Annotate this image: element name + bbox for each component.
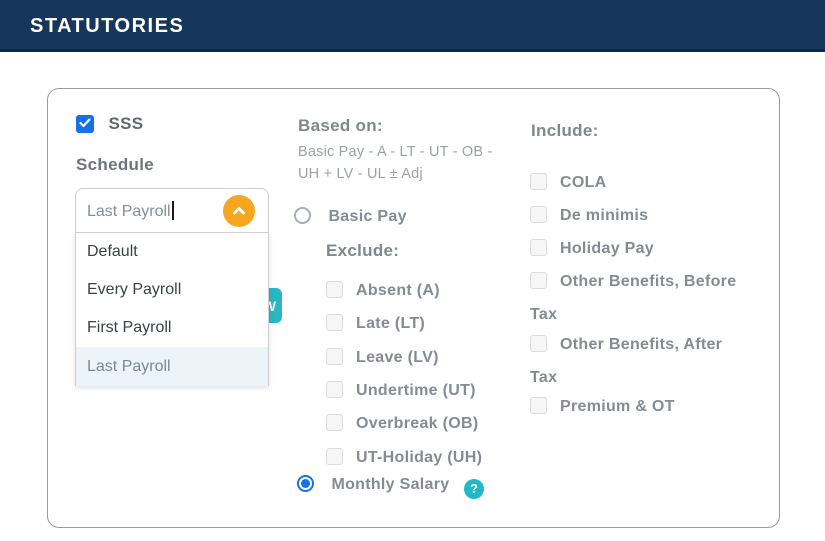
basic-pay-label: Basic Pay <box>328 208 407 225</box>
include-item-other-benefits-before-tax[interactable]: Other Benefits, Before Tax <box>530 265 748 331</box>
include-heading: Include: <box>531 121 599 140</box>
holiday-pay-label: Holiday Pay <box>560 240 655 257</box>
other-benefits-after-tax-checkbox[interactable] <box>530 335 547 352</box>
include-item-premium-ot[interactable]: Premium & OT <box>530 390 748 423</box>
sss-checkbox-row[interactable]: SSS <box>76 114 143 134</box>
monthly-salary-radio-row[interactable]: Monthly Salary ? <box>297 475 484 499</box>
monthly-salary-radio-selected[interactable] <box>297 475 314 492</box>
other-benefits-before-tax-checkbox[interactable] <box>530 272 547 289</box>
exclude-item-leave[interactable]: Leave (LV) <box>326 341 544 374</box>
other-benefits-after-tax-label: Other Benefits, After Tax <box>530 336 723 386</box>
undertime-checkbox[interactable] <box>326 381 343 398</box>
include-item-cola[interactable]: COLA <box>530 166 748 199</box>
dropdown-option-last-payroll[interactable]: Last Payroll <box>76 347 268 386</box>
schedule-label: Schedule <box>76 155 154 174</box>
based-on-formula: Basic Pay - A - LT - UT - OB - UH + LV -… <box>298 141 518 185</box>
late-label: Late (LT) <box>356 315 426 332</box>
question-help-icon[interactable]: ? <box>463 479 484 499</box>
monthly-salary-label: Monthly Salary <box>331 476 450 493</box>
ut-holiday-checkbox[interactable] <box>326 448 343 465</box>
absent-label: Absent (A) <box>356 282 440 299</box>
de-minimis-checkbox[interactable] <box>530 206 547 223</box>
cola-checkbox[interactable] <box>530 173 547 190</box>
basic-pay-radio-row[interactable]: Basic Pay <box>294 207 407 229</box>
late-checkbox[interactable] <box>326 314 343 331</box>
include-item-de-minimis[interactable]: De minimis <box>530 199 748 232</box>
premium-ot-label: Premium & OT <box>560 398 675 415</box>
exclude-item-overbreak[interactable]: Overbreak (OB) <box>326 407 544 440</box>
exclude-item-undertime[interactable]: Undertime (UT) <box>326 374 544 407</box>
schedule-combobox[interactable]: Last Payroll <box>75 188 269 233</box>
text-caret <box>171 201 174 220</box>
exclude-item-absent[interactable]: Absent (A) <box>326 274 544 307</box>
ut-holiday-label: UT-Holiday (UH) <box>356 449 483 466</box>
formula-line-2: UH + LV - UL ± Adj <box>298 166 423 182</box>
dropdown-option-first-payroll[interactable]: First Payroll <box>87 319 172 336</box>
sss-checkbox-checked[interactable] <box>76 115 94 133</box>
leave-label: Leave (LV) <box>356 349 439 366</box>
based-on-heading: Based on: <box>298 116 383 135</box>
dropdown-collapse-button[interactable] <box>223 195 255 227</box>
holiday-pay-checkbox[interactable] <box>530 239 547 256</box>
include-item-holiday-pay[interactable]: Holiday Pay <box>530 232 748 265</box>
absent-checkbox[interactable] <box>326 281 343 298</box>
leave-checkbox[interactable] <box>326 348 343 365</box>
premium-ot-checkbox[interactable] <box>530 397 547 414</box>
schedule-dropdown-list: Default Every Payroll First Payroll Last… <box>75 233 269 386</box>
exclude-heading: Exclude: <box>326 241 400 260</box>
schedule-input-value[interactable]: Last Payroll <box>87 201 174 221</box>
chevron-up-icon <box>233 207 245 215</box>
page-title: STATUTORIES <box>30 15 185 37</box>
basic-pay-radio-unselected[interactable] <box>294 207 311 224</box>
dropdown-option-every-payroll[interactable]: Every Payroll <box>87 281 182 298</box>
formula-line-1: Basic Pay - A - LT - UT - OB - <box>298 144 493 160</box>
undertime-label: Undertime (UT) <box>356 382 476 399</box>
exclude-item-late[interactable]: Late (LT) <box>326 307 544 340</box>
other-benefits-before-tax-label: Other Benefits, Before Tax <box>530 273 737 323</box>
exclude-item-ut-holiday[interactable]: UT-Holiday (UH) <box>326 441 544 474</box>
cola-label: COLA <box>560 174 607 191</box>
overbreak-label: Overbreak (OB) <box>356 415 479 432</box>
page-header: STATUTORIES <box>0 0 825 52</box>
sss-settings-panel: SSS Schedule Last Payroll VIEW Default E… <box>47 88 780 528</box>
dropdown-option-default[interactable]: Default <box>87 243 138 260</box>
sss-label: SSS <box>108 114 144 133</box>
overbreak-checkbox[interactable] <box>326 414 343 431</box>
de-minimis-label: De minimis <box>560 207 649 224</box>
check-icon <box>79 118 91 128</box>
include-item-other-benefits-after-tax[interactable]: Other Benefits, After Tax <box>530 328 748 394</box>
